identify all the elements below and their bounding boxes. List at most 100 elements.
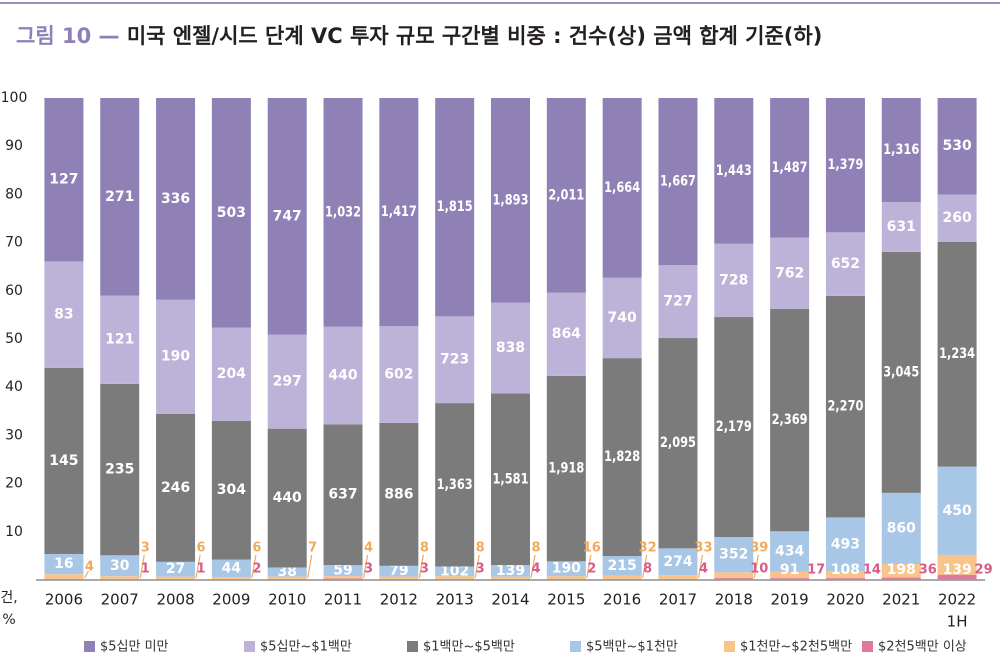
- small-value-label: 3: [476, 562, 485, 577]
- data-label: 2,270: [827, 399, 863, 415]
- data-label: 1,379: [827, 157, 863, 173]
- data-label: 30: [110, 558, 130, 574]
- x-tick-label: 2019: [771, 591, 809, 609]
- legend-label: $2천5백만 이상: [878, 640, 967, 655]
- bar-segment: [211, 98, 251, 328]
- data-label: 1,815: [437, 199, 473, 215]
- bar-segment: [267, 567, 307, 577]
- bar-segment: [937, 98, 977, 195]
- leader-line: [195, 554, 201, 579]
- legend-label: $1천만~$2천5백만: [740, 640, 852, 655]
- bar-segment: [379, 422, 419, 566]
- bar-segment: [323, 326, 363, 425]
- bar-segment: [156, 579, 196, 580]
- bar-segment: [546, 98, 586, 293]
- x-tick-label: 2013: [436, 591, 474, 609]
- data-label: 198: [887, 562, 916, 578]
- data-label: 190: [552, 561, 581, 577]
- bar-segment: [100, 295, 140, 384]
- axis-unit-label: 건,: [0, 590, 17, 606]
- legend-label: $5십만 미만: [100, 640, 169, 655]
- data-label: 1,918: [548, 461, 584, 477]
- y-tick-label: 50: [5, 331, 23, 347]
- data-label: 762: [775, 265, 804, 281]
- small-value-label: 16: [583, 541, 601, 556]
- bar-segment: [211, 327, 251, 421]
- data-label: 127: [49, 172, 78, 188]
- bar-segment: [491, 576, 530, 580]
- bar-segment: [267, 334, 307, 429]
- chart-title: 그림 10 — 미국 엔젤/시드 단계 VC 투자 규모 구간별 비중 : 건수…: [16, 20, 822, 50]
- data-label: 838: [496, 340, 525, 356]
- data-label: 246: [161, 480, 190, 496]
- data-label: 747: [273, 208, 302, 224]
- small-value-label: 39: [750, 541, 768, 556]
- small-value-label: 32: [639, 541, 657, 556]
- bar-segment: [323, 424, 363, 566]
- bar-segment: [156, 299, 196, 414]
- leader-line: [530, 554, 536, 579]
- data-label: 139: [496, 563, 525, 579]
- bar-segment: [379, 98, 419, 327]
- legend-swatch: [570, 641, 581, 652]
- legend-label: $5백만~$1천만: [586, 640, 678, 655]
- bar-segment: [44, 367, 84, 554]
- bar-segment: [714, 578, 754, 580]
- leader-line: [642, 554, 648, 579]
- bar-segment: [658, 338, 698, 549]
- data-label: 352: [719, 547, 748, 563]
- bar-segment: [491, 393, 530, 566]
- bar-segment: [770, 98, 810, 238]
- bar-segment: [267, 428, 307, 568]
- data-label: 1,667: [660, 174, 696, 190]
- leader-line: [83, 570, 89, 579]
- data-label: 727: [663, 294, 692, 310]
- bar-segment: [491, 98, 530, 303]
- bar-segment: [546, 292, 586, 376]
- bar-segment: [770, 237, 810, 309]
- data-label: 860: [887, 520, 916, 536]
- title-text: 미국 엔젤/시드 단계 VC 투자 규모 구간별 비중 : 건수(상) 금액 합…: [126, 24, 823, 48]
- data-label: 260: [942, 210, 971, 226]
- bar-segment: [770, 571, 810, 579]
- bar-segment: [602, 358, 642, 557]
- x-tick-label: 2018: [715, 591, 753, 609]
- leader-line: [251, 554, 257, 579]
- bar-segment: [491, 302, 530, 394]
- bar-segment: [546, 579, 586, 580]
- bar-segment: [44, 553, 84, 575]
- data-label: 190: [161, 349, 190, 365]
- data-label: 503: [217, 205, 246, 221]
- bar-segment: [323, 576, 363, 579]
- bar-segment: [825, 517, 865, 572]
- data-label: 91: [780, 562, 799, 578]
- bar-segment: [602, 277, 642, 359]
- data-label: 652: [831, 256, 860, 272]
- leader-line: [139, 554, 145, 579]
- small-value-label: 3: [141, 541, 150, 556]
- small-value-label: 33: [694, 541, 712, 556]
- data-label: 102: [440, 563, 469, 579]
- data-label: 1,363: [437, 477, 473, 493]
- data-label: 864: [552, 326, 581, 342]
- x-tick-label: 2009: [212, 591, 250, 609]
- small-value-label: 17: [807, 563, 825, 578]
- small-value-label: 8: [476, 541, 485, 556]
- bar-segment: [435, 576, 475, 580]
- x-tick-label: 1H: [947, 613, 968, 631]
- bar-segment: [881, 577, 921, 580]
- bar-segment: [602, 575, 642, 580]
- x-tick-label: 2010: [268, 591, 306, 609]
- bar-segment: [714, 537, 754, 573]
- bar-segment: [881, 202, 921, 252]
- bar-segment: [714, 572, 754, 579]
- small-value-label: 4: [531, 562, 540, 577]
- y-tick-label: 30: [5, 427, 23, 443]
- x-tick-label: 2017: [659, 591, 697, 609]
- bar-segment: [100, 98, 140, 296]
- bar-segment: [211, 559, 251, 578]
- x-tick-label: 2012: [380, 591, 418, 609]
- small-value-label: 1: [197, 562, 206, 577]
- data-label: 1,032: [325, 204, 361, 220]
